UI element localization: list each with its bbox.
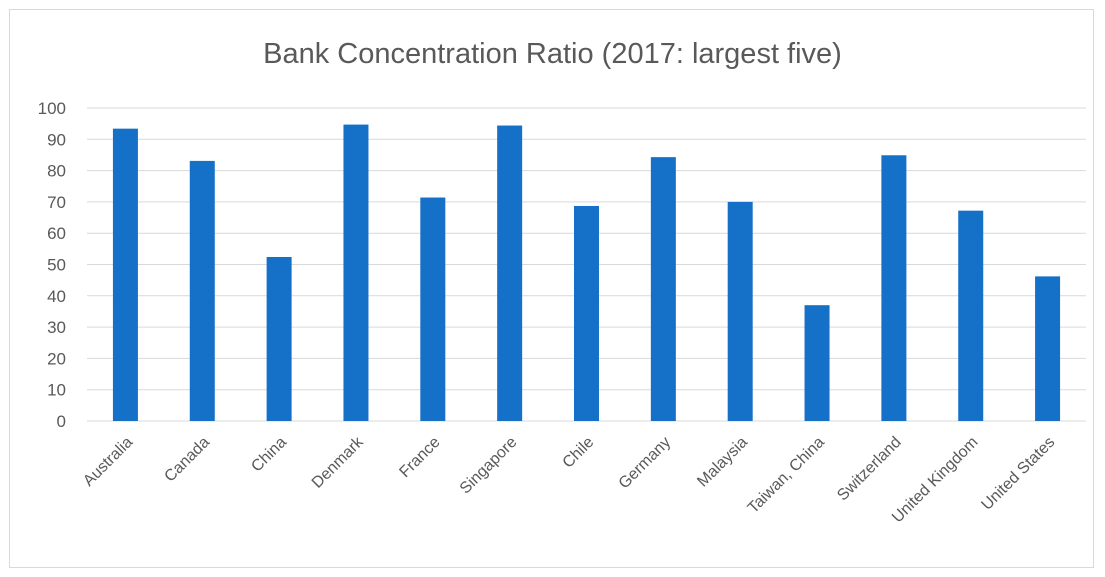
x-tick-label: France <box>396 434 443 481</box>
bars <box>112 124 1061 422</box>
chart-title: Bank Concentration Ratio (2017: largest … <box>263 38 842 70</box>
x-axis-ticks: Australia Canada China Denmark France Singapo… <box>80 433 1058 526</box>
y-tick-label: 90 <box>47 130 66 149</box>
y-tick-label: 30 <box>47 318 66 337</box>
y-tick-label: 40 <box>47 287 66 306</box>
y-tick-label: 80 <box>47 162 66 181</box>
x-tick-label: Malaysia <box>694 434 751 491</box>
bar-switzerland <box>881 155 907 421</box>
x-tick-label: Denmark <box>309 433 368 492</box>
y-tick-label: 100 <box>38 99 66 118</box>
y-axis-ticks: 0 10 20 30 40 50 60 70 80 90 100 <box>38 99 66 431</box>
x-tick-label: Germany <box>616 434 675 493</box>
y-tick-label: 10 <box>47 381 66 400</box>
bar-france <box>420 197 446 421</box>
x-tick-label: Canada <box>161 434 213 486</box>
y-tick-label: 20 <box>47 349 66 368</box>
y-tick-label: 60 <box>47 224 66 243</box>
y-tick-label: 0 <box>57 412 66 431</box>
x-tick-label: Australia <box>80 434 136 490</box>
bar-chile <box>574 205 599 421</box>
x-tick-label: Switzerland <box>834 434 905 505</box>
y-tick-label: 70 <box>47 193 66 212</box>
x-tick-label: Chile <box>560 434 598 472</box>
x-tick-label: Taiwan, China <box>745 434 828 517</box>
x-tick-label: United Kingdom <box>889 434 982 527</box>
bar-malaysia <box>727 201 753 421</box>
x-tick-label: Singapore <box>457 434 521 498</box>
x-tick-label: United States <box>978 434 1058 514</box>
y-tick-label: 50 <box>47 256 66 275</box>
bar-germany <box>650 157 676 422</box>
bar-canada <box>189 160 215 421</box>
bar-singapore <box>497 125 523 421</box>
bar-united-states <box>1035 276 1061 421</box>
bar-china <box>266 256 292 421</box>
x-tick-label: China <box>248 434 290 476</box>
bar-australia <box>112 128 138 421</box>
bar-denmark <box>343 124 369 422</box>
bar-united-kingdom <box>958 210 984 421</box>
bar-taiwan-china <box>804 305 830 421</box>
